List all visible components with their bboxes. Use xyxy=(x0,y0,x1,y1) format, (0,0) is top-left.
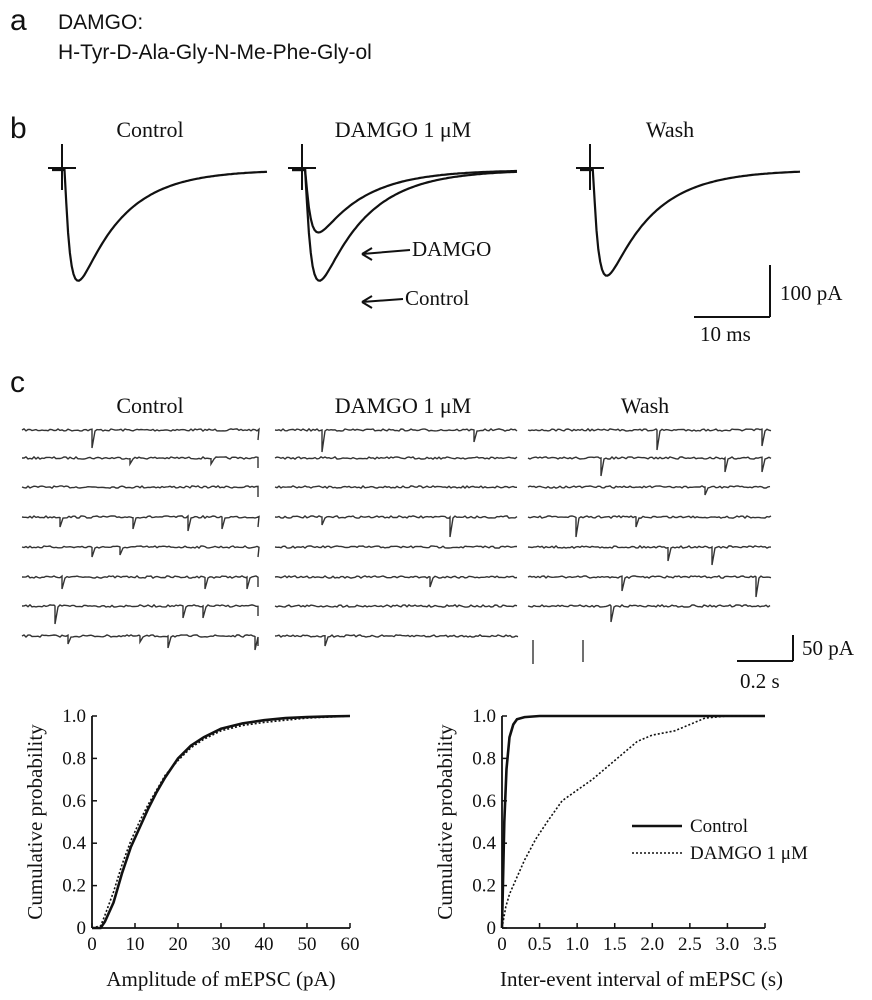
evoked-epsc-traces xyxy=(48,144,801,309)
stimulus-artifact xyxy=(576,144,604,190)
arrow-control xyxy=(361,295,404,309)
x-tick-label: 1.5 xyxy=(603,934,627,955)
legend-label: DAMGO 1 μM xyxy=(690,843,808,864)
epsc-trace-damgo xyxy=(292,168,517,234)
mepsc-sweep xyxy=(21,574,259,590)
mepsc-sweep xyxy=(274,427,518,453)
x-tick-label: 60 xyxy=(341,934,360,955)
series-line-control xyxy=(92,714,351,930)
panel-b-scale-bar xyxy=(694,265,771,318)
annotation-damgo: DAMGO xyxy=(412,237,491,261)
panel-c-title-control: Control xyxy=(116,393,183,418)
mepsc-sweep xyxy=(274,485,517,490)
mepsc-sweep xyxy=(527,515,772,538)
y-axis-label: Cumulative probability xyxy=(433,724,457,920)
y-tick-label: 0.6 xyxy=(472,791,496,812)
y-tick-label: 1.0 xyxy=(472,706,496,727)
mepsc-sweep xyxy=(21,514,260,532)
mepsc-sweep xyxy=(527,456,772,477)
scale-label-0-2s: 0.2 s xyxy=(740,669,780,693)
mepsc-sweep xyxy=(274,515,518,538)
mepsc-sweep xyxy=(21,485,259,497)
y-tick-label: 0.2 xyxy=(472,876,496,897)
mepsc-sweep xyxy=(21,427,260,449)
mepsc-sweep xyxy=(527,603,771,623)
y-tick-label: 1.0 xyxy=(62,706,86,727)
mepsc-traces xyxy=(21,427,772,664)
x-tick-label: 2.5 xyxy=(678,934,702,955)
panel-a-label: a xyxy=(10,4,27,37)
x-tick-label: 0.5 xyxy=(528,934,552,955)
panel-b-title-damgo: DAMGO 1 μM xyxy=(335,117,471,142)
legend-label: Control xyxy=(690,816,748,837)
panel-c-title-damgo: DAMGO 1 μM xyxy=(335,393,471,418)
x-tick-label: 3.0 xyxy=(716,934,740,955)
y-tick-label: 0.4 xyxy=(472,833,496,854)
y-tick-label: 0.8 xyxy=(62,748,86,769)
epsc-trace-control xyxy=(52,168,268,282)
mepsc-sweep xyxy=(22,455,259,468)
epsc-trace-control-overlay xyxy=(292,168,518,282)
x-tick-label: 30 xyxy=(212,934,231,955)
mepsc-sweep xyxy=(527,485,771,496)
mepsc-sweep xyxy=(527,575,772,598)
series-line-control xyxy=(500,714,765,929)
x-axis-label: Amplitude of mEPSC (pA) xyxy=(106,967,335,991)
scale-label-100pa: 100 pA xyxy=(780,281,843,305)
y-axis-label: Cumulative probability xyxy=(23,724,47,920)
y-tick-label: 0 xyxy=(487,918,497,939)
mepsc-sweep xyxy=(274,545,518,549)
x-tick-label: 0 xyxy=(87,934,97,955)
stimulus-artifact xyxy=(48,144,76,190)
mepsc-sweep xyxy=(21,603,259,625)
mepsc-sweep xyxy=(21,545,260,558)
mepsc-sweep xyxy=(21,634,259,651)
x-tick-label: 2.0 xyxy=(640,934,664,955)
x-tick-label: 10 xyxy=(126,934,145,955)
x-tick-label: 1.0 xyxy=(565,934,589,955)
series-line-damgo xyxy=(501,715,765,929)
damgo-heading: DAMGO: xyxy=(58,11,143,34)
series-line-damgo xyxy=(91,715,351,929)
x-tick-label: 3.5 xyxy=(753,934,777,955)
y-tick-label: 0.6 xyxy=(62,791,86,812)
panel-b-label: b xyxy=(10,112,27,145)
mepsc-sweep xyxy=(527,427,772,451)
x-axis-label: Inter-event interval of mEPSC (s) xyxy=(500,967,783,991)
mepsc-sweep xyxy=(274,634,519,647)
x-tick-label: 0 xyxy=(497,934,507,955)
chart-interval: 0 0.5 1.0 1.5 2.0 2.5 3.0 3.5 0 0.2 0.4 0.6 0.8 1.0 In… xyxy=(433,706,808,991)
mepsc-sweep xyxy=(274,575,518,588)
damgo-sequence: H-Tyr-D-Ala-Gly-N-Me-Phe-Gly-ol xyxy=(58,41,372,64)
x-tick-label: 20 xyxy=(169,934,188,955)
x-tick-label: 40 xyxy=(255,934,274,955)
scale-label-50pa: 50 pA xyxy=(802,636,855,660)
chart-amplitude: 0 10 20 30 40 50 60 0 0.2 0.4 0.6 0.8 1.0 Amplitude o… xyxy=(23,706,360,991)
x-tick-label: 50 xyxy=(298,934,317,955)
arrow-damgo xyxy=(361,247,411,261)
mepsc-sweep xyxy=(532,640,584,664)
mepsc-sweep xyxy=(274,456,518,460)
mepsc-sweep xyxy=(274,604,518,608)
y-tick-label: 0 xyxy=(77,918,87,939)
panel-b-title-control: Control xyxy=(116,117,183,142)
epsc-trace-wash xyxy=(580,168,801,277)
panel-c-scale-bar xyxy=(737,635,794,662)
y-tick-label: 0.2 xyxy=(62,876,86,897)
y-tick-label: 0.4 xyxy=(62,833,86,854)
scale-label-10ms: 10 ms xyxy=(700,322,751,346)
stimulus-artifact xyxy=(288,144,316,190)
mepsc-sweep xyxy=(527,544,771,566)
y-tick-label: 0.8 xyxy=(472,748,496,769)
panel-c-label: c xyxy=(10,366,25,399)
panel-c-title-wash: Wash xyxy=(621,393,669,418)
panel-b-title-wash: Wash xyxy=(646,117,694,142)
annotation-control: Control xyxy=(405,286,469,310)
